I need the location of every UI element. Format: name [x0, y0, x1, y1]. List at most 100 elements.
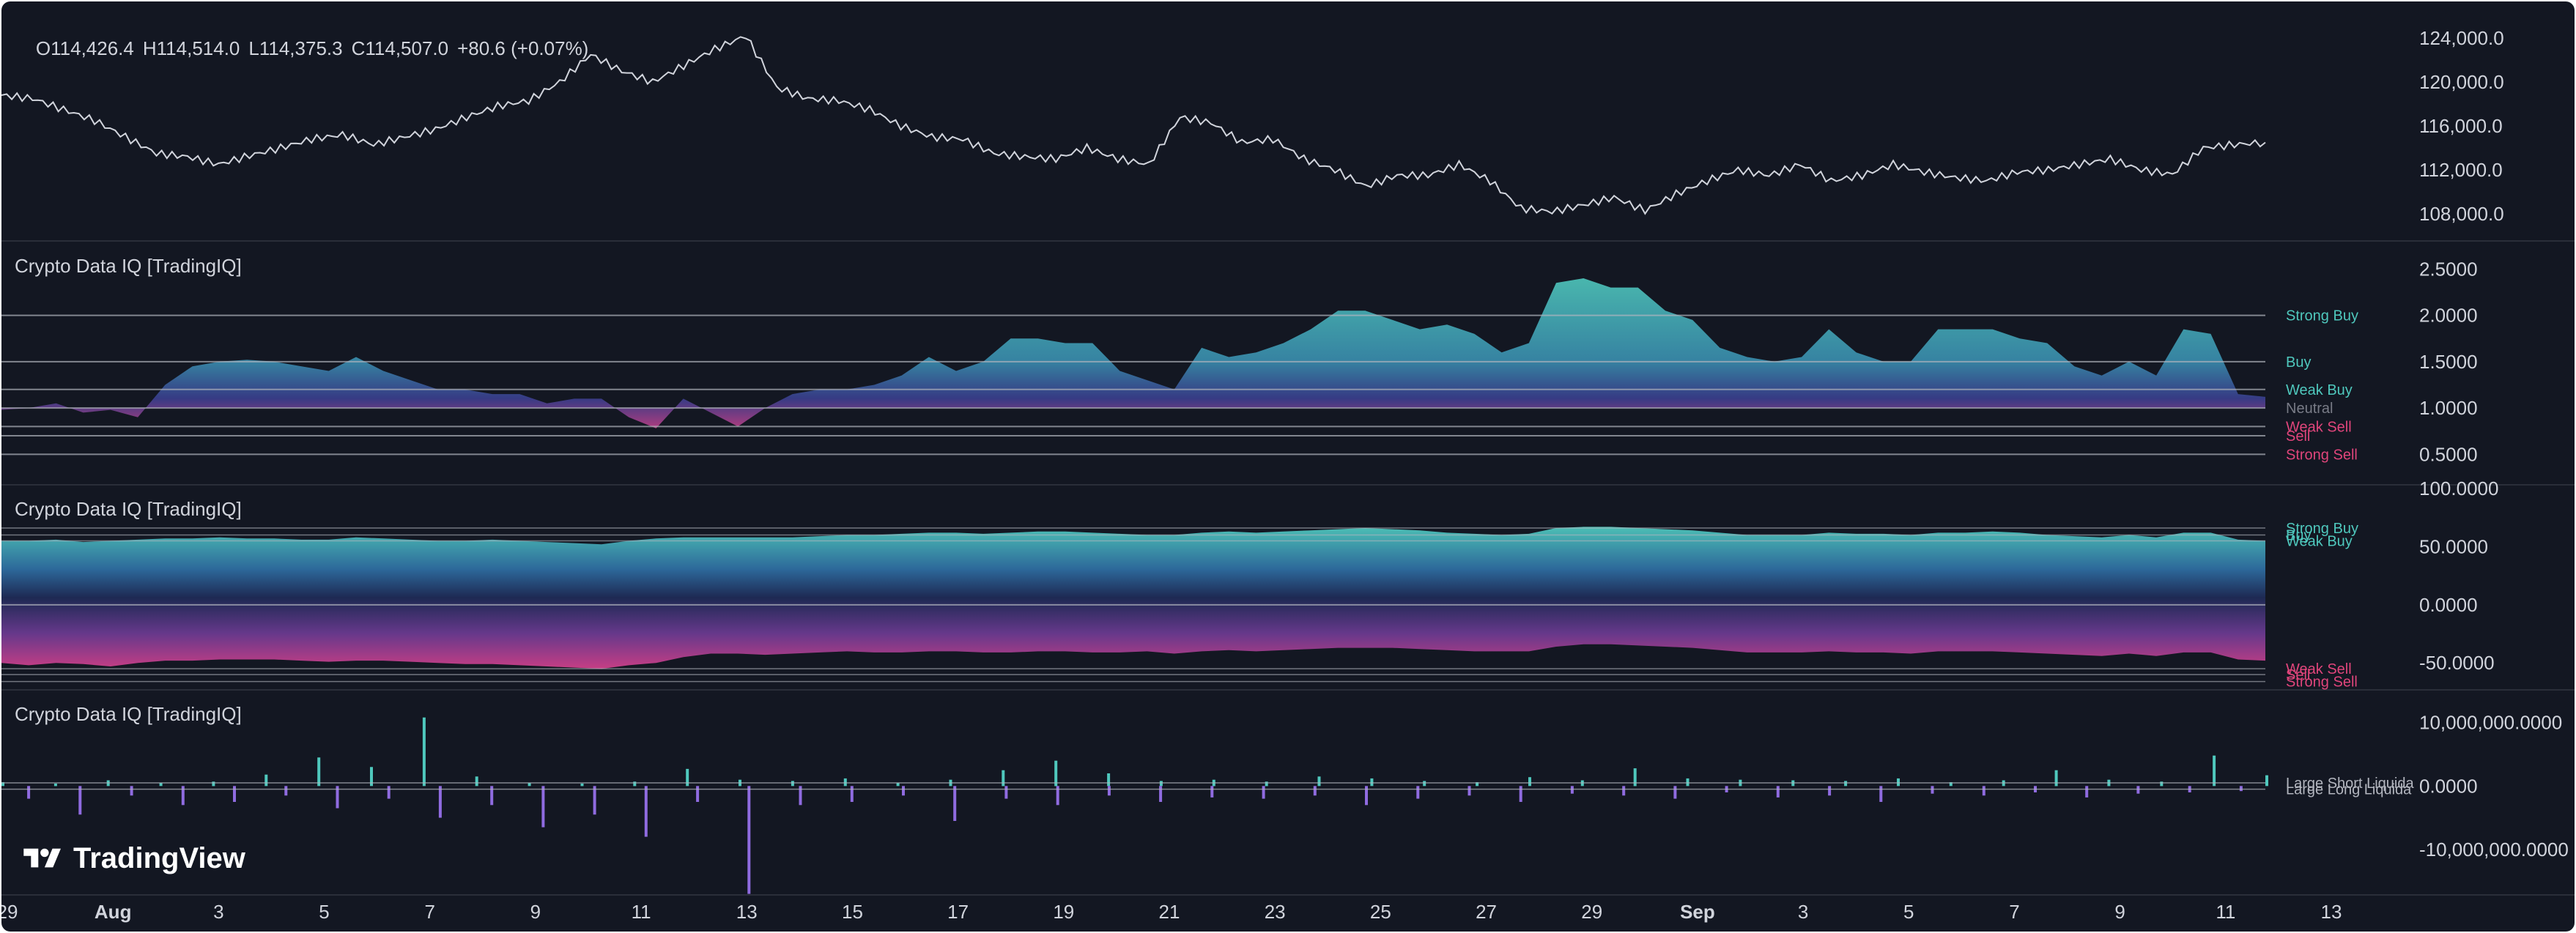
long-liquidation-bar[interactable]	[2136, 786, 2140, 794]
liquidations-panel-title[interactable]: Crypto Data IQ [TradingIQ]	[15, 703, 242, 725]
short-liquidation-bar[interactable]	[1423, 781, 1426, 787]
short-liquidation-bar[interactable]	[317, 757, 321, 787]
oscillator-band[interactable]	[1, 527, 2265, 669]
short-liquidation-bar[interactable]	[2213, 755, 2216, 787]
long-liquidation-bar[interactable]	[1519, 786, 1522, 802]
short-liquidation-bar[interactable]	[370, 767, 373, 787]
short-liquidation-bar[interactable]	[633, 781, 637, 787]
long-liquidation-bar[interactable]	[1879, 786, 1883, 802]
long-liquidation-bar[interactable]	[438, 786, 442, 818]
ratio-area[interactable]	[1, 278, 2265, 428]
oscillator-level-label: Strong Buy	[2286, 521, 2358, 537]
short-liquidation-bar[interactable]	[1633, 768, 1637, 787]
short-liquidation-bar[interactable]	[1265, 781, 1268, 787]
short-liquidation-bar[interactable]	[896, 783, 900, 787]
long-liquidation-bar[interactable]	[1673, 786, 1677, 799]
long-liquidation-bar[interactable]	[490, 786, 494, 806]
short-liquidation-bar[interactable]	[422, 717, 426, 787]
long-liquidation-bar[interactable]	[1467, 786, 1471, 796]
long-liquidation-bar[interactable]	[1828, 786, 1832, 796]
long-liquidation-bar[interactable]	[593, 786, 596, 815]
short-liquidation-bar[interactable]	[264, 774, 268, 787]
oscillator-panel[interactable]: 100.0000 50.0000 0.0000 -50.0000 Strong BuyB…	[1, 477, 2498, 691]
ratio-level-label: Strong Sell	[2286, 447, 2358, 463]
short-liquidation-bar[interactable]	[1, 782, 4, 787]
oscillator-panel-title[interactable]: Crypto Data IQ [TradingIQ]	[15, 498, 242, 520]
price-axis-label: 120,000.0	[2419, 71, 2504, 93]
short-liquidation-bar[interactable]	[1370, 778, 1374, 787]
long-liquidation-bar[interactable]	[953, 786, 957, 821]
short-liquidation-bar[interactable]	[212, 781, 215, 787]
ratio-level-label: Sell	[2286, 428, 2310, 445]
short-liquidation-bar[interactable]	[53, 783, 57, 787]
long-liquidation-bar[interactable]	[1570, 786, 1574, 794]
short-liquidation-bar[interactable]	[1949, 782, 1953, 787]
long-liquidation-bar[interactable]	[130, 786, 133, 796]
long-liquidation-bar[interactable]	[1365, 786, 1368, 806]
long-liquidation-bar[interactable]	[336, 786, 339, 809]
long-liquidation-bar[interactable]	[1107, 786, 1111, 796]
long-liquidation-bar[interactable]	[541, 786, 545, 828]
short-liquidation-bar[interactable]	[2054, 770, 2058, 787]
short-liquidation-bar[interactable]	[1686, 778, 1689, 787]
short-liquidation-bar[interactable]	[580, 783, 584, 787]
long-liquidation-bar[interactable]	[1622, 786, 1626, 796]
short-liquidation-bar[interactable]	[1476, 782, 1479, 787]
ratio-panel[interactable]: 2.5000 2.0000 1.5000 1.0000 0.5000 Strong Buy…	[1, 258, 2478, 465]
short-liquidation-bar[interactable]	[1107, 773, 1111, 787]
long-liquidation-bar[interactable]	[1262, 786, 1265, 799]
low-value: L114,375.3	[248, 37, 343, 59]
long-liquidation-bar[interactable]	[181, 786, 185, 806]
long-liquidation-bar[interactable]	[902, 786, 905, 796]
time-axis[interactable]: 29 Aug 3 5 7 9 11 13 15 17 19 21 23 25 27 29 Sep 3 5 7 9 11 13	[1, 901, 2342, 923]
short-liquidation-bar[interactable]	[1159, 781, 1163, 787]
short-liquidation-bar[interactable]	[2160, 781, 2164, 787]
long-liquidation-bar[interactable]	[1416, 786, 1420, 799]
long-liquidation-bar[interactable]	[747, 786, 751, 894]
short-liquidation-bar[interactable]	[1897, 778, 1900, 787]
time-axis-label: 21	[1159, 901, 1180, 923]
time-axis-label: 3	[213, 901, 223, 923]
short-liquidation-bar[interactable]	[1844, 781, 1848, 787]
long-liquidation-bar[interactable]	[1210, 786, 1214, 798]
long-liquidation-bar[interactable]	[78, 786, 82, 815]
liquidations-panel[interactable]: 10,000,000.0000 0.0000 -10,000,000.0000 Lar…	[1, 712, 2569, 894]
price-line[interactable]	[1, 36, 2266, 215]
long-liquidation-bar[interactable]	[233, 786, 236, 802]
ratio-level-label: Neutral	[2286, 401, 2333, 417]
short-liquidation-bar[interactable]	[1002, 770, 1005, 787]
short-liquidation-bar[interactable]	[686, 768, 689, 787]
short-liquidation-bar[interactable]	[1317, 776, 1321, 787]
price-panel[interactable]: 124,000.0 120,000.0 116,000.0 112,000.0 108,…	[1, 27, 2504, 225]
long-liquidation-bar[interactable]	[696, 786, 700, 802]
short-liquidation-bar[interactable]	[528, 783, 531, 787]
long-liquidation-bar[interactable]	[1931, 786, 1934, 794]
time-axis-label: 9	[2114, 901, 2125, 923]
short-liquidation-bar[interactable]	[159, 783, 163, 787]
long-liquidation-bar[interactable]	[1056, 786, 1059, 806]
long-liquidation-bar[interactable]	[284, 786, 288, 796]
long-liquidation-bar[interactable]	[644, 786, 648, 837]
short-liquidation-bar[interactable]	[1054, 760, 1058, 787]
long-liquidation-bar[interactable]	[799, 786, 802, 806]
long-liquidation-bar[interactable]	[2239, 786, 2243, 792]
short-liquidation-bar[interactable]	[1528, 777, 1531, 787]
long-liquidation-bar[interactable]	[2085, 786, 2089, 798]
liquidation-level-label: Large Short Liquida	[2286, 776, 2414, 792]
short-liquidation-bar[interactable]	[2265, 775, 2268, 787]
long-liquidation-bar[interactable]	[1159, 786, 1163, 802]
long-liquidation-bar[interactable]	[1776, 786, 1780, 798]
short-liquidation-bar[interactable]	[475, 776, 478, 787]
long-liquidation-bar[interactable]	[1313, 786, 1317, 796]
short-liquidation-bar[interactable]	[791, 781, 794, 787]
tradingview-logo[interactable]: TradingView	[19, 842, 245, 875]
long-liquidation-bar[interactable]	[1004, 786, 1008, 799]
long-liquidation-bar[interactable]	[27, 786, 31, 799]
long-liquidation-bar[interactable]	[387, 786, 391, 799]
long-liquidation-bar[interactable]	[850, 786, 854, 802]
long-liquidation-bar[interactable]	[1982, 786, 1985, 796]
price-axis-label: 124,000.0	[2419, 27, 2504, 49]
ratio-panel-title[interactable]: Crypto Data IQ [TradingIQ]	[15, 255, 242, 277]
short-liquidation-bar[interactable]	[843, 778, 847, 787]
